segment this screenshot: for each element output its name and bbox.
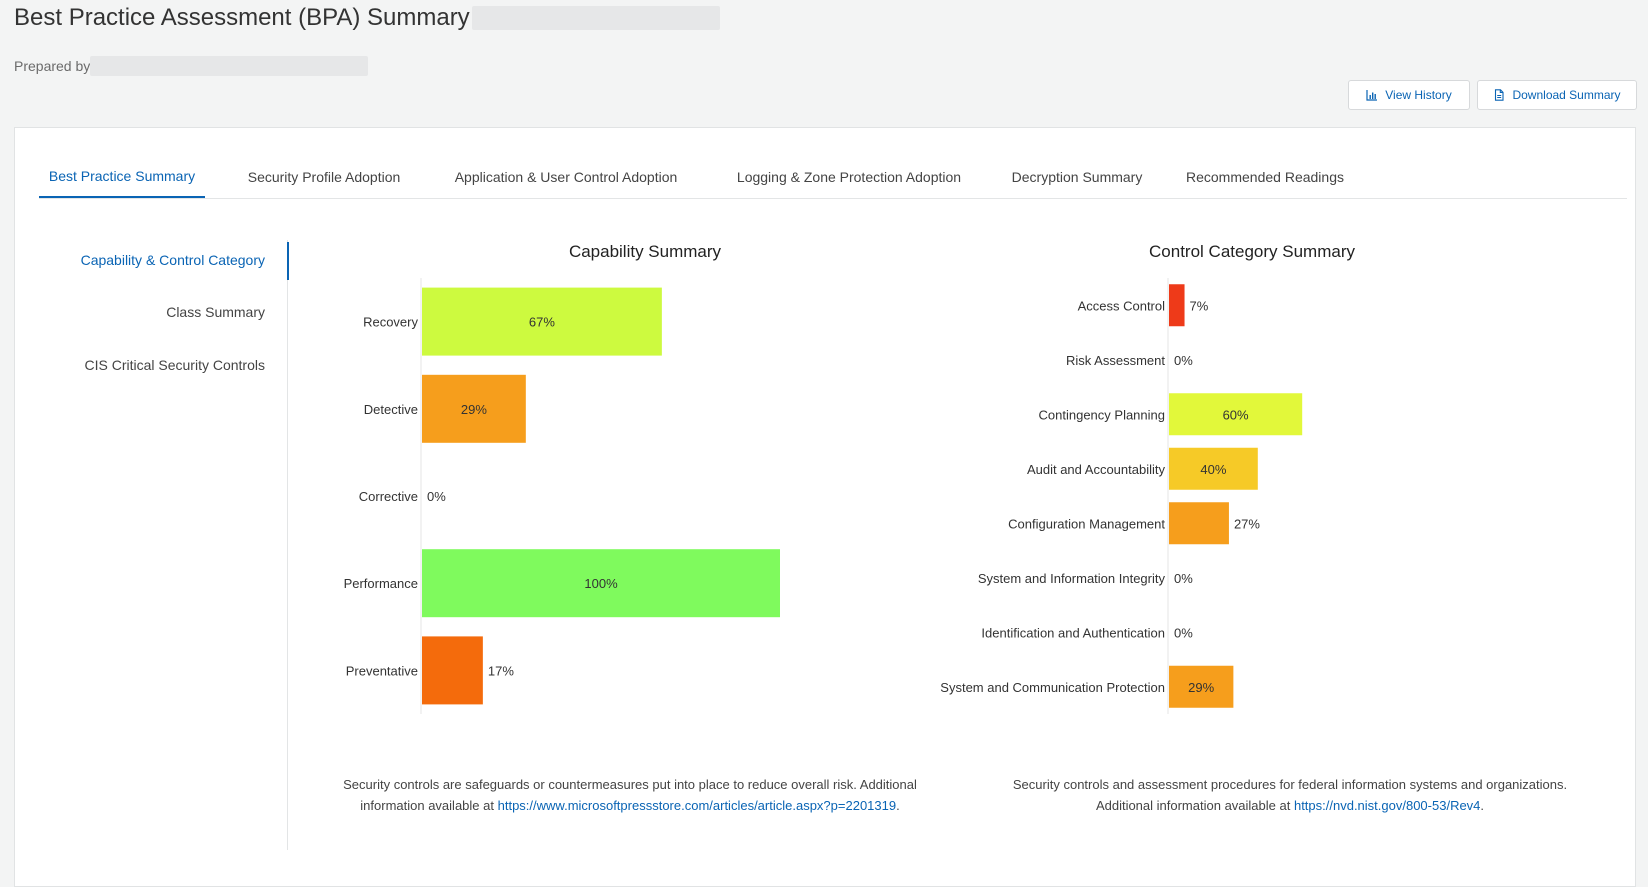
category-label-configuration-management: Configuration Management — [1008, 516, 1165, 531]
category-label-audit-and-accountability: Audit and Accountability — [1027, 462, 1166, 477]
control-category-caption: Security controls and assessment procedu… — [985, 774, 1595, 816]
value-label-preventative: 17% — [488, 663, 514, 678]
control-category-caption-text: Security controls and assessment procedu… — [1012, 777, 1568, 813]
bar-contingency-planning[interactable] — [1169, 393, 1303, 436]
capability-caption-link[interactable]: https://www.microsoftpressstore.com/arti… — [497, 798, 897, 813]
tab-application-user-control-adoption[interactable]: Application & User Control Adoption — [454, 168, 678, 185]
value-label-performance: 100% — [584, 576, 618, 591]
bar-audit-and-accountability[interactable] — [1169, 447, 1258, 490]
summary-card: Best Practice Summary Security Profile A… — [14, 127, 1636, 887]
capability-chart-title: Capability Summary — [568, 242, 722, 261]
tab-logging-zone-protection-adoption[interactable]: Logging & Zone Protection Adoption — [736, 168, 962, 185]
value-label-configuration-management: 27% — [1234, 516, 1260, 531]
category-label-preventative: Preventative — [346, 663, 418, 678]
bar-preventative[interactable] — [422, 636, 483, 705]
bar-system-and-communication-protection[interactable] — [1169, 665, 1234, 708]
prepared-by: Prepared by — [14, 56, 369, 76]
category-label-identification-and-authentication: Identification and Authentication — [981, 625, 1165, 640]
value-label-audit-and-accountability: 40% — [1200, 462, 1226, 477]
category-label-system-and-information-integrity: System and Information Integrity — [978, 571, 1166, 586]
bar-access-control[interactable] — [1169, 284, 1185, 327]
prepared-by-label: Prepared by — [14, 58, 91, 74]
value-label-contingency-planning: 60% — [1223, 407, 1249, 422]
value-label-system-and-information-integrity: 0% — [1174, 571, 1193, 586]
bar-chart-icon — [1366, 90, 1378, 101]
control-category-summary-chart: Access Control 7% Risk Assessment 0% Conting… — [940, 278, 1303, 714]
capability-caption: Security controls are safeguards or coun… — [335, 774, 925, 816]
control-category-chart-title: Control Category Summary — [1149, 242, 1355, 261]
bar-performance[interactable] — [422, 549, 780, 618]
category-label-recovery: Recovery — [363, 315, 418, 330]
side-nav: Capability & Control Category Class Summ… — [39, 240, 289, 850]
capability-caption-end: . — [896, 798, 900, 813]
tab-bar: Best Practice Summary Security Profile A… — [39, 156, 1627, 199]
download-summary-label: Download Summary — [1512, 88, 1621, 102]
value-label-recovery: 67% — [529, 315, 555, 330]
category-label-risk-assessment: Risk Assessment — [1066, 353, 1165, 368]
control-category-caption-end: . — [1480, 798, 1485, 813]
side-nav-active-indicator — [287, 242, 289, 280]
page-title-text: Best Practice Assessment (BPA) Summary — [14, 4, 470, 31]
bar-configuration-management[interactable] — [1169, 502, 1229, 545]
value-label-system-and-communication-protection: 29% — [1188, 680, 1214, 695]
page-title: Best Practice Assessment (BPA) Summary — [14, 4, 720, 32]
capability-caption-text: Security controls are safeguards or coun… — [343, 777, 917, 813]
tab-recommended-readings[interactable]: Recommended Readings — [1186, 168, 1344, 185]
control-category-caption-link[interactable]: https://nvd.nist.gov/800-53/Rev4 — [1293, 798, 1481, 813]
category-label-corrective: Corrective — [359, 489, 418, 504]
category-label-contingency-planning: Contingency Planning — [1039, 407, 1165, 422]
view-history-label: View History — [1385, 88, 1452, 102]
value-label-identification-and-authentication: 0% — [1174, 625, 1193, 640]
category-label-system-and-communication-protection: System and Communication Protection — [940, 680, 1165, 695]
side-nav-item-class-summary[interactable]: Class Summary — [166, 304, 265, 320]
redacted-preparer — [90, 56, 369, 76]
value-label-access-control: 7% — [1190, 298, 1209, 313]
bar-recovery[interactable] — [422, 287, 662, 356]
bar-detective[interactable] — [422, 374, 526, 443]
side-nav-item-cis-critical-security-controls[interactable]: CIS Critical Security Controls — [84, 357, 266, 373]
category-label-performance: Performance — [344, 576, 418, 591]
tab-security-profile-adoption[interactable]: Security Profile Adoption — [247, 168, 401, 185]
view-history-button[interactable]: View History — [1348, 80, 1470, 110]
category-label-detective: Detective — [364, 402, 418, 417]
capability-summary-chart: Recovery 67% Detective 29% Corrective 0% Perfo… — [344, 278, 780, 714]
redacted-name — [471, 6, 720, 30]
document-icon — [1495, 89, 1505, 101]
category-label-access-control: Access Control — [1078, 298, 1166, 313]
value-label-corrective: 0% — [427, 489, 446, 504]
value-label-risk-assessment: 0% — [1174, 353, 1193, 368]
tab-decryption-summary[interactable]: Decryption Summary — [1011, 168, 1143, 185]
download-summary-button[interactable]: Download Summary — [1477, 80, 1637, 110]
value-label-detective: 29% — [461, 402, 487, 417]
side-nav-item-capability-control-category[interactable]: Capability & Control Category — [80, 252, 265, 268]
tab-best-practice-summary[interactable]: Best Practice Summary — [39, 156, 205, 198]
